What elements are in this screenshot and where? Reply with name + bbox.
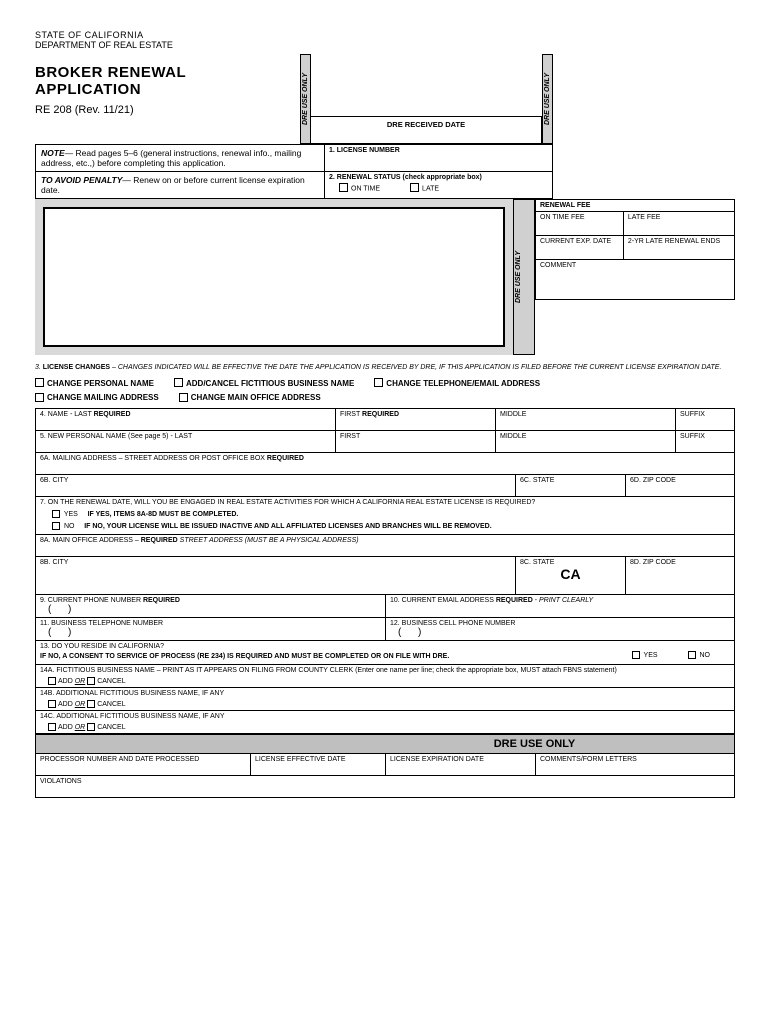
form-title: BROKER RENEWAL APPLICATION	[35, 64, 295, 98]
note-text: — Read pages 5–6 (general instructions, …	[41, 148, 301, 168]
q14c-add[interactable]: ADD	[48, 724, 73, 731]
name-suffix[interactable]: SUFFIX	[675, 409, 735, 431]
dre-use-only-vertical-2: DRE USE ONLY	[542, 54, 553, 144]
q7-block: 7. ON THE RENEWAL DATE, WILL YOU BE ENGA…	[35, 497, 735, 535]
mail-zip[interactable]: 6D. ZIP CODE	[625, 475, 735, 497]
dre-use-only-vertical-3: DRE USE ONLY	[513, 199, 535, 355]
processor-num: PROCESSOR NUMBER AND DATE PROCESSED	[35, 754, 250, 776]
q14b-cancel[interactable]: CANCEL	[87, 701, 125, 708]
comments: COMMENTS/FORM LETTERS	[535, 754, 735, 776]
mailing-address[interactable]: 6A. MAILING ADDRESS – STREET ADDRESS OR …	[35, 453, 735, 475]
office-state[interactable]: 8C. STATE CA	[515, 557, 625, 595]
newname-last[interactable]: 5. NEW PERSONAL NAME (See page 5) - LAST	[35, 431, 335, 453]
chk-phone-email[interactable]: CHANGE TELEPHONE/EMAIL ADDRESS	[374, 379, 540, 388]
dre-use-only-vertical-1: DRE USE ONLY	[300, 54, 311, 144]
name-last[interactable]: 4. NAME - LAST REQUIRED	[35, 409, 335, 431]
ontime-option[interactable]: ON TIME	[339, 184, 380, 193]
chk-fictitious[interactable]: ADD/CANCEL FICTITIOUS BUSINESS NAME	[174, 379, 354, 388]
note-title: NOTE	[41, 148, 65, 158]
newname-suffix[interactable]: SUFFIX	[675, 431, 735, 453]
s3-bold: LICENSE CHANGES	[43, 364, 110, 371]
s3-text: – CHANGES INDICATED WILL BE EFFECTIVE TH…	[110, 364, 721, 371]
email-10[interactable]: 10. CURRENT EMAIL ADDRESS REQUIRED - PRI…	[385, 595, 735, 618]
office-city[interactable]: 8B. CITY	[35, 557, 515, 595]
late-option[interactable]: LATE	[410, 184, 439, 193]
q7-no-chk[interactable]	[52, 522, 60, 530]
mail-city[interactable]: 6B. CITY	[35, 475, 515, 497]
q14a-cancel[interactable]: CANCEL	[87, 678, 125, 685]
q14a-add[interactable]: ADD	[48, 678, 73, 685]
q13-yes[interactable]: YES	[632, 651, 658, 659]
q14b-add[interactable]: ADD	[48, 701, 73, 708]
phone-9[interactable]: 9. CURRENT PHONE NUMBER REQUIRED ( )	[35, 595, 385, 618]
dept-line: DEPARTMENT OF REAL ESTATE	[35, 40, 735, 50]
lic-eff-date: LICENSE EFFECTIVE DATE	[250, 754, 385, 776]
q14c-cancel[interactable]: CANCEL	[87, 724, 125, 731]
lic-exp-date: LICENSE EXPIRATION DATE	[385, 754, 535, 776]
violations: VIOLATIONS	[35, 776, 735, 798]
received-date-label: DRE RECEIVED DATE	[311, 116, 542, 144]
office-address[interactable]: 8A. MAIN OFFICE ADDRESS – REQUIRED STREE…	[35, 535, 735, 557]
license-number-label: 1. LICENSE NUMBER	[329, 147, 400, 154]
name-first[interactable]: FIRST REQUIRED	[335, 409, 495, 431]
q14b-block: 14B. ADDITIONAL FICTITIOUS BUSINESS NAME…	[35, 688, 735, 711]
chk-personal-name[interactable]: CHANGE PERSONAL NAME	[35, 379, 154, 388]
phone-11[interactable]: 11. BUSINESS TELEPHONE NUMBER ( )	[35, 618, 385, 641]
chk-office[interactable]: CHANGE MAIN OFFICE ADDRESS	[179, 393, 321, 402]
newname-first[interactable]: FIRST	[335, 431, 495, 453]
mail-state[interactable]: 6C. STATE	[515, 475, 625, 497]
q14a-block: 14A. FICTITIOUS BUSINESS NAME – PRINT AS…	[35, 665, 735, 688]
state-line: STATE OF CALIFORNIA	[35, 30, 735, 40]
blank-box	[43, 207, 505, 347]
q13-no[interactable]: NO	[688, 651, 710, 659]
q14c-block: 14C. ADDITIONAL FICTITIOUS BUSINESS NAME…	[35, 711, 735, 734]
name-middle[interactable]: MIDDLE	[495, 409, 675, 431]
chk-mailing[interactable]: CHANGE MAILING ADDRESS	[35, 393, 159, 402]
form-rev: RE 208 (Rev. 11/21)	[35, 104, 295, 116]
office-zip[interactable]: 8D. ZIP CODE	[625, 557, 735, 595]
penalty-title: TO AVOID PENALTY	[41, 175, 122, 185]
renewal-fee-table: RENEWAL FEE ON TIME FEELATE FEE CURRENT …	[535, 199, 735, 300]
renewal-status-label: 2. RENEWAL STATUS (check appropriate box…	[329, 174, 548, 181]
q7-yes-chk[interactable]	[52, 510, 60, 518]
newname-middle[interactable]: MIDDLE	[495, 431, 675, 453]
phone-12[interactable]: 12. BUSINESS CELL PHONE NUMBER ( )	[385, 618, 735, 641]
q13-block: 13. DO YOU RESIDE IN CALIFORNIA? IF NO, …	[35, 641, 735, 665]
s3-num: 3.	[35, 364, 41, 371]
dre-banner: DRE USE ONLY	[335, 734, 735, 754]
